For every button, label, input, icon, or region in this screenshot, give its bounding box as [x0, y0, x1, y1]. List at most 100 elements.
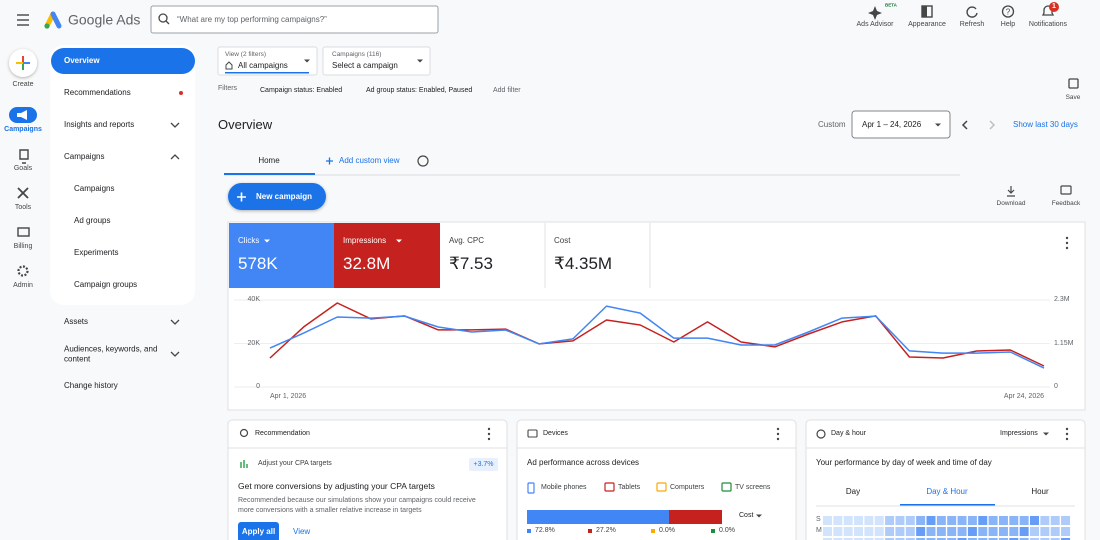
action-label[interactable]: Refresh — [959, 20, 985, 28]
nav-subitem[interactable]: Experiments — [74, 248, 119, 258]
action-label[interactable]: Help — [1000, 20, 1016, 28]
nav-item[interactable]: Overview — [64, 56, 100, 66]
chevron — [170, 319, 180, 325]
add-filter[interactable]: Add filter — [493, 86, 521, 94]
more-icon[interactable] — [776, 427, 780, 431]
nav-subitem[interactable]: Campaigns — [74, 184, 115, 194]
next-arrow[interactable] — [989, 120, 996, 130]
search-box[interactable] — [150, 5, 439, 34]
metric-dropdown[interactable]: Cost — [739, 511, 754, 519]
metric-tile[interactable] — [229, 223, 334, 288]
metric-value: 32.8M — [343, 253, 391, 273]
tab[interactable]: Day & Hour — [926, 487, 968, 497]
metric-tile[interactable] — [334, 223, 440, 288]
save-icon[interactable] — [1068, 78, 1079, 89]
more-icon[interactable] — [1065, 432, 1069, 436]
more-icon[interactable] — [776, 437, 780, 441]
nav-item[interactable]: Assets — [64, 317, 89, 327]
date-range-value[interactable]: Apr 1 – 24, 2026 — [862, 120, 922, 130]
compare-link[interactable]: Show last 30 days — [1013, 120, 1078, 130]
more-icon[interactable] — [487, 437, 491, 441]
selector-label[interactable]: Campaigns (116) — [332, 51, 382, 59]
selector-underline — [225, 72, 309, 74]
action-label[interactable]: Notifications — [1028, 20, 1068, 28]
nav-item[interactable]: Audiences, keywords, and content — [64, 344, 158, 363]
metric-dropdown[interactable]: Impressions — [1000, 429, 1038, 437]
view-link[interactable]: View — [293, 527, 311, 537]
tool-label[interactable]: Feedback — [1051, 200, 1081, 208]
more-icon[interactable] — [1065, 246, 1069, 250]
tab[interactable]: Day — [845, 487, 861, 497]
nav-subitem[interactable]: Ad groups — [74, 216, 111, 226]
selector-label[interactable]: View (2 filters) — [225, 51, 267, 59]
feedback-icon[interactable] — [1060, 185, 1072, 195]
download-icon[interactable] — [1007, 186, 1015, 197]
heatmap-cell — [926, 538, 936, 540]
nav-item[interactable]: Insights and reports — [64, 120, 135, 130]
action-label[interactable]: Appearance — [908, 20, 946, 28]
rail-icon[interactable] — [17, 265, 29, 277]
y-tick-label: 0 — [1054, 382, 1058, 390]
more-icon[interactable] — [1065, 236, 1069, 240]
apply-label[interactable]: Apply all — [241, 527, 276, 537]
home-icon — [225, 61, 233, 70]
heatmap-cell — [936, 516, 946, 525]
apply-button[interactable] — [238, 522, 279, 540]
selector-value[interactable]: Select a campaign — [332, 61, 398, 71]
more-icon[interactable] — [487, 427, 491, 431]
more-icon[interactable] — [487, 432, 491, 436]
action-icon[interactable] — [1001, 5, 1015, 18]
metric-label[interactable]: Avg. CPC — [449, 236, 484, 246]
rail-label[interactable]: Tools — [14, 203, 32, 211]
help-icon[interactable] — [417, 155, 429, 167]
more-icon[interactable] — [1065, 241, 1069, 245]
nav-subitem[interactable]: Campaign groups — [74, 280, 138, 290]
tab-plus — [326, 157, 333, 165]
nav-item[interactable]: Campaigns — [64, 152, 105, 162]
more-icon[interactable] — [1065, 427, 1069, 431]
selector[interactable] — [217, 46, 318, 76]
action-label[interactable]: Ads Advisor — [856, 20, 894, 28]
tool-label[interactable]: Download — [996, 200, 1026, 208]
selector[interactable] — [322, 46, 431, 76]
tab[interactable]: Hour — [1031, 487, 1049, 497]
nav-item[interactable]: Recommendations — [64, 88, 131, 98]
save-label[interactable]: Save — [1065, 94, 1081, 102]
heatmap-cell — [843, 527, 853, 536]
action-icon[interactable] — [966, 6, 978, 18]
heatmap-cell — [905, 538, 915, 540]
nav-item[interactable]: Change history — [64, 381, 118, 391]
tab[interactable]: Home — [258, 156, 280, 166]
heatmap-cell — [864, 527, 874, 536]
rail-label[interactable]: Billing — [13, 242, 33, 250]
legend-label[interactable]: Clicks — [238, 236, 260, 246]
new-campaign-button[interactable] — [228, 183, 326, 210]
rail-icon[interactable] — [17, 187, 29, 199]
tab[interactable]: Add custom view — [339, 156, 400, 166]
date-range[interactable] — [851, 110, 951, 139]
new-campaign-label[interactable]: New campaign — [256, 192, 313, 202]
selector-value[interactable]: All campaigns — [238, 61, 288, 71]
chevron — [170, 351, 180, 357]
more-icon[interactable] — [1065, 437, 1069, 441]
range-label: Custom — [818, 120, 846, 130]
metric-label[interactable]: Cost — [554, 236, 571, 246]
more-icon[interactable] — [776, 432, 780, 436]
rail-icon — [17, 110, 27, 120]
rail-label[interactable]: Campaigns — [4, 125, 42, 133]
nav-active[interactable] — [51, 48, 195, 74]
legend-label[interactable]: Impressions — [343, 236, 387, 246]
y-tick-label: 1.15M — [1054, 339, 1074, 347]
rail-icon[interactable] — [19, 149, 29, 164]
card-title: Day & hour — [831, 429, 867, 437]
search-placeholder[interactable]: “What are my top performing campaigns?” — [177, 14, 327, 24]
filter-chip[interactable]: Ad group status: Enabled, Paused — [366, 86, 473, 94]
action-icon[interactable] — [868, 6, 882, 20]
rail-label[interactable]: Admin — [13, 281, 33, 289]
rail-label[interactable]: Goals — [13, 164, 33, 172]
filter-chip[interactable]: Campaign status: Enabled — [260, 86, 343, 94]
rail-label[interactable]: Create — [12, 80, 34, 88]
rail-icon[interactable] — [17, 227, 30, 237]
prev-arrow[interactable] — [961, 120, 968, 130]
